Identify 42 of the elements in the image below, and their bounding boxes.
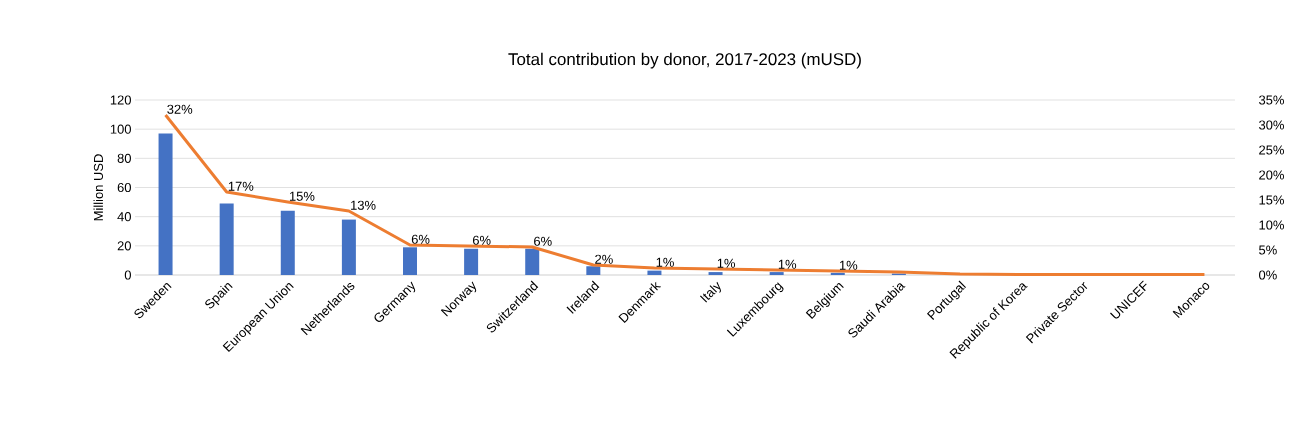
y2-tick-label: 0%	[1259, 270, 1277, 280]
y-tick-label: 120	[110, 95, 131, 105]
data-label: 1%	[778, 259, 797, 269]
data-label: 6%	[472, 235, 491, 245]
data-label: 2%	[595, 254, 613, 264]
y2-tick-label: 35%	[1259, 95, 1284, 105]
bar	[219, 203, 234, 275]
bar	[158, 133, 173, 275]
y2-tick-label: 30%	[1259, 120, 1284, 130]
data-label: 17%	[228, 181, 254, 191]
bar	[280, 210, 295, 275]
bar	[341, 219, 356, 275]
data-label: 15%	[289, 191, 315, 201]
y2-tick-label: 20%	[1259, 170, 1284, 180]
data-label: 1%	[656, 257, 674, 267]
y-tick-label: 80	[117, 153, 131, 163]
y2-tick-label: 25%	[1259, 145, 1284, 155]
y2-tick-label: 10%	[1259, 220, 1284, 230]
data-label: 1%	[717, 258, 736, 268]
y-tick-label: 100	[110, 124, 131, 134]
x-tick-label: Italy	[699, 281, 721, 303]
y2-tick-label: 15%	[1259, 195, 1284, 205]
data-label: 1%	[839, 260, 858, 270]
bar	[647, 270, 662, 275]
data-label: 32%	[167, 104, 193, 114]
y-tick-label: 60	[117, 182, 131, 193]
data-label: 6%	[411, 234, 430, 244]
y2-tick-label: 5%	[1259, 245, 1277, 255]
y-tick-label: 0	[124, 270, 131, 280]
bar	[403, 247, 417, 275]
bar	[708, 272, 723, 275]
data-label: 13%	[351, 200, 376, 210]
y-axis-title: Million USD	[93, 154, 104, 221]
bar	[586, 266, 601, 275]
y-tick-label: 40	[117, 212, 131, 222]
bar	[464, 248, 479, 275]
data-label: 6%	[534, 236, 552, 246]
bar	[525, 248, 540, 275]
bar	[830, 272, 845, 275]
y-tick-label: 20	[117, 241, 131, 251]
bar	[769, 272, 784, 275]
chart-title: Total contribution by donor, 2017-2023 (mUSD)	[508, 52, 861, 69]
